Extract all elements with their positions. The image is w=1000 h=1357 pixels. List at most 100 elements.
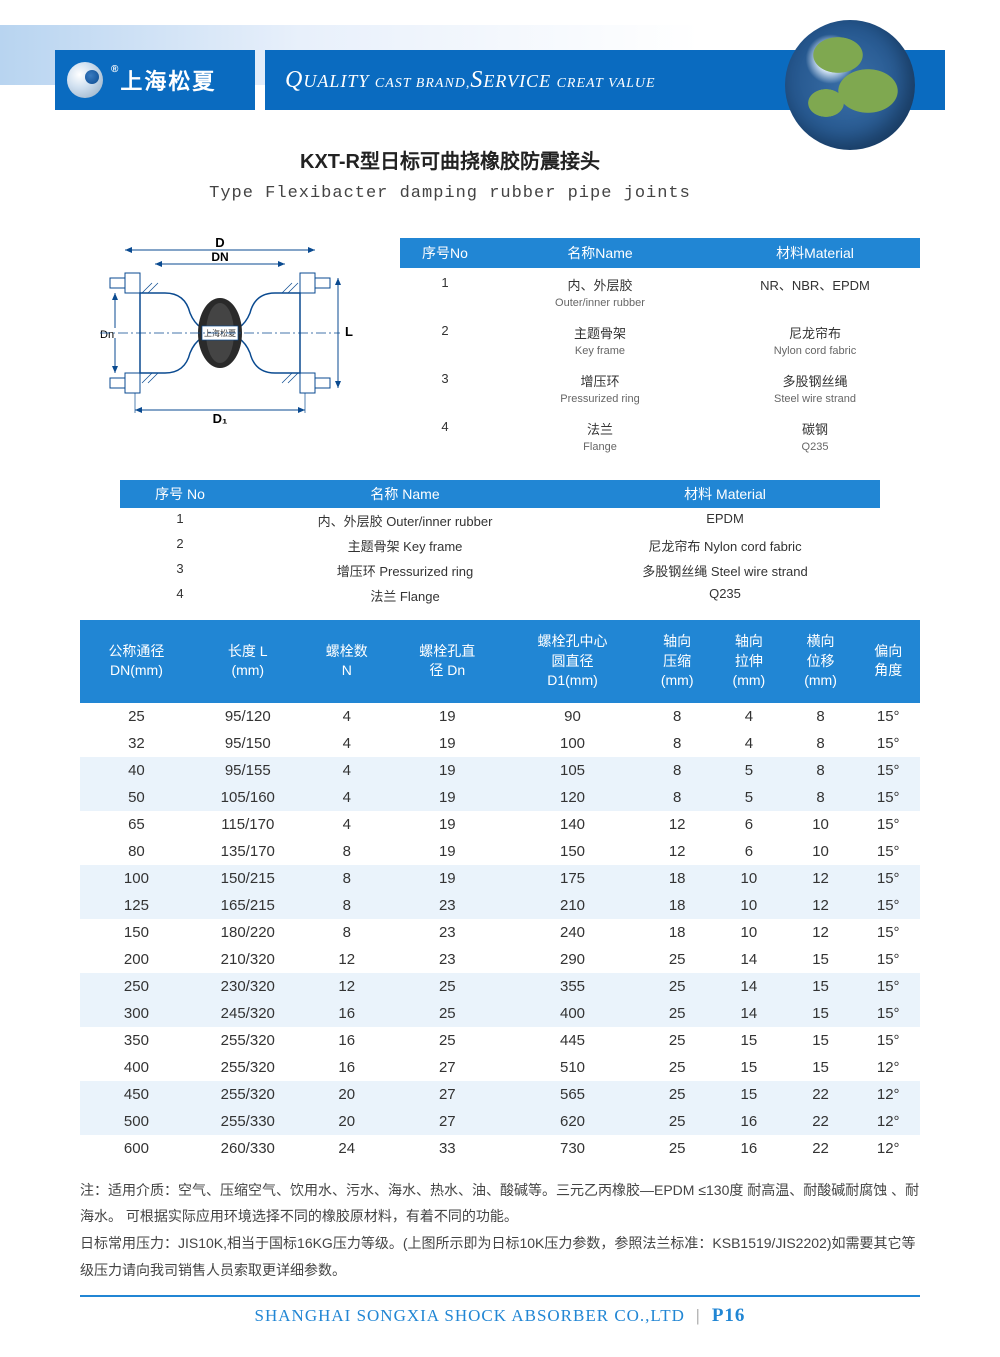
spec-cell: 290 <box>504 946 642 973</box>
spec-cell: 10 <box>713 865 785 892</box>
spec-cell: 6 <box>713 838 785 865</box>
spec-row: 3295/15041910084815° <box>80 730 920 757</box>
mat1-row: 1内、外层胶Outer/inner rubberNR、NBR、EPDM <box>400 268 920 316</box>
spec-cell: 12 <box>785 919 857 946</box>
mat2-h-name: 名称 Name <box>240 484 570 504</box>
spec-cell: 25 <box>80 703 193 730</box>
spec-cell: 8 <box>303 865 391 892</box>
slogan-text: QUALITY CAST BRAND,SERVICE CREAT VALUE <box>285 67 656 94</box>
spec-row: 150180/22082324018101215° <box>80 919 920 946</box>
spec-cell: 27 <box>391 1081 504 1108</box>
spec-cell: 150 <box>504 838 642 865</box>
spec-cell: 65 <box>80 811 193 838</box>
spec-cell: 20 <box>303 1108 391 1135</box>
spec-cell: 19 <box>391 757 504 784</box>
spec-cell: 25 <box>641 1135 713 1162</box>
spec-row: 400255/320162751025151512° <box>80 1054 920 1081</box>
spec-cell: 15° <box>856 757 920 784</box>
spec-cell: 445 <box>504 1027 642 1054</box>
spec-cell: 27 <box>391 1108 504 1135</box>
spec-row: 200210/320122329025141515° <box>80 946 920 973</box>
spec-cell: 15° <box>856 838 920 865</box>
spec-header-cell: 长度 L(mm) <box>193 620 303 703</box>
spec-cell: 255/330 <box>193 1108 303 1135</box>
spec-cell: 95/155 <box>193 757 303 784</box>
spec-cell: 15 <box>713 1054 785 1081</box>
header-bar: ®上海松夏 QUALITY CAST BRAND,SERVICE CREAT V… <box>55 50 945 110</box>
spec-row: 300245/320162540025141515° <box>80 1000 920 1027</box>
spec-cell: 22 <box>785 1081 857 1108</box>
spec-cell: 12° <box>856 1135 920 1162</box>
logo-box: ®上海松夏 <box>55 50 255 110</box>
spec-cell: 300 <box>80 1000 193 1027</box>
spec-cell: 255/320 <box>193 1081 303 1108</box>
mat2-row: 3增压环 Pressurized ring多股钢丝绳 Steel wire st… <box>120 558 880 583</box>
spec-cell: 15 <box>713 1081 785 1108</box>
spec-cell: 565 <box>504 1081 642 1108</box>
spec-cell: 12° <box>856 1108 920 1135</box>
spec-cell: 23 <box>391 946 504 973</box>
spec-cell: 125 <box>80 892 193 919</box>
spec-cell: 18 <box>641 865 713 892</box>
spec-cell: 22 <box>785 1108 857 1135</box>
spec-cell: 4 <box>303 784 391 811</box>
spec-row: 125165/21582321018101215° <box>80 892 920 919</box>
spec-header-row: 公称通径DN(mm)长度 L(mm)螺栓数N螺栓孔直径 Dn螺栓孔中心圆直径D1… <box>80 620 920 703</box>
spec-cell: 25 <box>641 1108 713 1135</box>
spec-cell: 15° <box>856 865 920 892</box>
spec-cell: 12 <box>641 838 713 865</box>
spec-cell: 105/160 <box>193 784 303 811</box>
spec-cell: 165/215 <box>193 892 303 919</box>
spec-cell: 16 <box>303 1000 391 1027</box>
spec-cell: 24 <box>303 1135 391 1162</box>
mat1-h-name: 名称Name <box>490 243 710 263</box>
spec-cell: 10 <box>785 838 857 865</box>
spec-cell: 4 <box>303 811 391 838</box>
spec-cell: 16 <box>713 1135 785 1162</box>
spec-cell: 100 <box>80 865 193 892</box>
materials-table-2: 序号 No 名称 Name 材料 Material 1内、外层胶 Outer/i… <box>120 480 880 608</box>
spec-cell: 250 <box>80 973 193 1000</box>
mat1-row: 3增压环Pressurized ring多股钢丝绳Steel wire stra… <box>400 364 920 412</box>
spec-cell: 150 <box>80 919 193 946</box>
spec-cell: 120 <box>504 784 642 811</box>
spec-cell: 19 <box>391 838 504 865</box>
note-line-1: 注：适用介质：空气、压缩空气、饮用水、污水、海水、热水、油、酸碱等。三元乙丙橡胶… <box>80 1177 920 1230</box>
spec-cell: 50 <box>80 784 193 811</box>
spec-cell: 25 <box>641 973 713 1000</box>
spec-cell: 4 <box>303 703 391 730</box>
spec-cell: 175 <box>504 865 642 892</box>
spec-header-cell: 偏向角度 <box>856 620 920 703</box>
globe-icon <box>785 20 915 150</box>
spec-header-cell: 轴向压缩(mm) <box>641 620 713 703</box>
page-content: KXT-R型日标可曲挠橡胶防震接头 Type Flexibacter dampi… <box>80 145 920 1283</box>
mat2-header: 序号 No 名称 Name 材料 Material <box>120 480 880 508</box>
spec-row: 65115/1704191401261015° <box>80 811 920 838</box>
notes: 注：适用介质：空气、压缩空气、饮用水、污水、海水、热水、油、酸碱等。三元乙丙橡胶… <box>80 1177 920 1283</box>
slogan-box: QUALITY CAST BRAND,SERVICE CREAT VALUE <box>265 50 945 110</box>
spec-cell: 25 <box>391 1027 504 1054</box>
spec-cell: 16 <box>713 1108 785 1135</box>
spec-cell: 95/120 <box>193 703 303 730</box>
spec-cell: 27 <box>391 1054 504 1081</box>
spec-cell: 15 <box>713 1027 785 1054</box>
spec-cell: 23 <box>391 919 504 946</box>
spec-cell: 4 <box>303 730 391 757</box>
spec-cell: 8 <box>303 919 391 946</box>
spec-cell: 12 <box>303 973 391 1000</box>
spec-cell: 19 <box>391 865 504 892</box>
spec-row: 50105/16041912085815° <box>80 784 920 811</box>
footer-divider <box>80 1295 920 1297</box>
note-line-2: 日标常用压力：JIS10K,相当于国标16KG压力等级。(上图所示即为日标10K… <box>80 1230 920 1283</box>
spec-cell: 8 <box>303 892 391 919</box>
spec-cell: 19 <box>391 811 504 838</box>
spec-cell: 8 <box>785 703 857 730</box>
spec-cell: 15 <box>785 1000 857 1027</box>
spec-row: 600260/330243373025162212° <box>80 1135 920 1162</box>
mat2-h-mat: 材料 Material <box>570 484 880 504</box>
spec-cell: 500 <box>80 1108 193 1135</box>
dim-D: D <box>215 238 224 250</box>
spec-cell: 15° <box>856 973 920 1000</box>
spec-cell: 400 <box>504 1000 642 1027</box>
spec-cell: 10 <box>785 811 857 838</box>
